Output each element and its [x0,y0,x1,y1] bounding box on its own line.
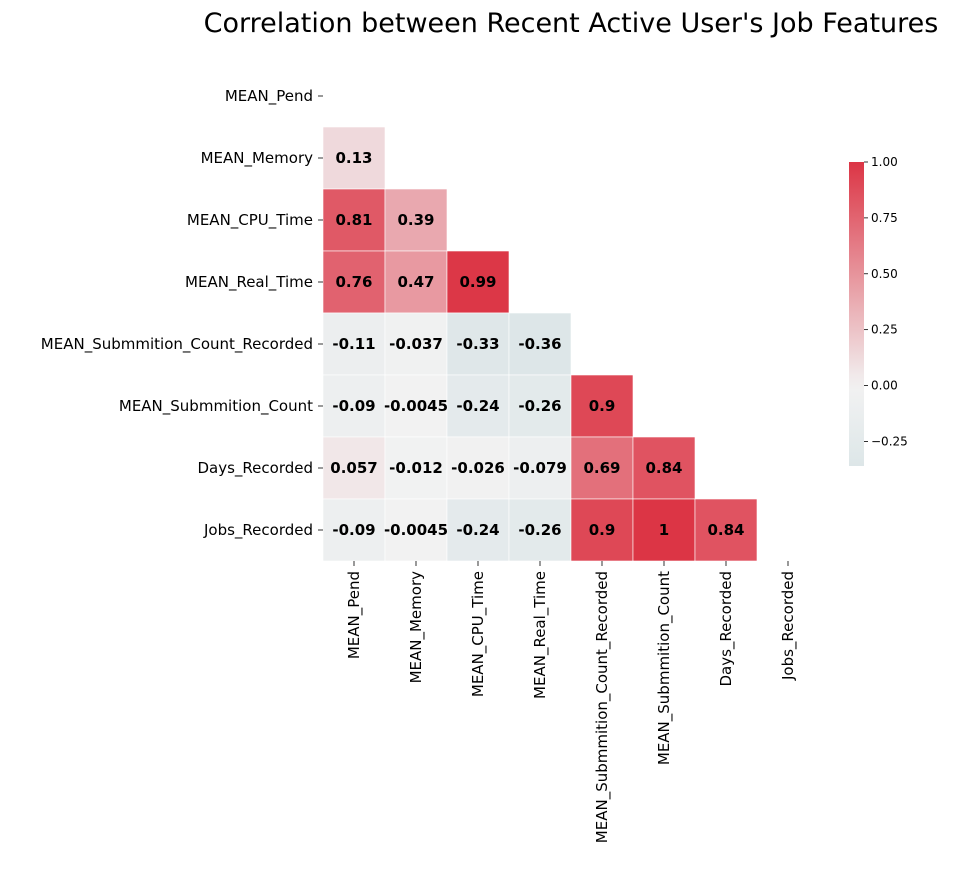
cell-annotation: -0.026 [451,459,505,477]
heatmap-cell [446,436,510,500]
heatmap-cell [508,312,572,376]
x-tick-label: MEAN_CPU_Time [469,571,488,697]
colorbar-tick-label: 0.00 [871,379,898,393]
x-tick-label: Days_Recorded [717,571,736,687]
heatmap-cell [694,498,758,562]
heatmap-cell [322,188,386,252]
heatmap-cell [384,188,448,252]
heatmap-cell [384,436,448,500]
cell-annotation: -0.36 [518,335,561,353]
heatmap-cell [508,374,572,438]
cell-annotation: -0.0045 [384,397,448,415]
heatmap-cell [384,374,448,438]
heatmap-cell [632,436,696,500]
y-tick-label: MEAN_Real_Time [185,273,313,292]
colorbar: 1.00 0.75 0.50 0.25 0.00 −0.25 [849,155,908,466]
cell-annotation: -0.26 [518,521,561,539]
cell-annotation: -0.09 [332,521,375,539]
cell-annotation: -0.012 [389,459,443,477]
cell-annotation: -0.33 [456,335,499,353]
x-tick-label: MEAN_Real_Time [531,571,550,699]
heatmap-cell [322,250,386,314]
heatmap-cell [322,498,386,562]
cell-annotation: 0.99 [459,273,496,291]
y-tick-label: MEAN_Submmition_Count_Recorded [41,335,313,354]
colorbar-tick-label: −0.25 [871,434,908,448]
cell-annotation: -0.0045 [384,521,448,539]
colorbar-gradient [849,162,864,466]
heatmap-cell [508,436,572,500]
y-axis: MEAN_Pend MEAN_Memory MEAN_CPU_Time MEAN_Re… [41,87,323,540]
cell-annotation: 0.9 [589,521,616,539]
cell-annotations: 0.13 0.81 0.39 0.76 0.47 0.99 -0.11 -0.037 -0.33… [330,149,744,539]
colorbar-tick-label: 0.50 [871,267,898,281]
heatmap-cell [508,498,572,562]
y-tick-label: MEAN_Pend [225,87,313,106]
colorbar-tick-label: 0.25 [871,323,898,337]
heatmap-cell [570,374,634,438]
heatmap-cell [446,374,510,438]
y-tick-label: MEAN_Submmition_Count [119,397,313,416]
cell-annotation: -0.079 [513,459,567,477]
heatmap-cell [322,126,386,190]
y-tick-label: Days_Recorded [197,459,313,478]
heatmap-cell [632,498,696,562]
cell-annotation: -0.11 [332,335,375,353]
cell-annotation: 0.69 [583,459,620,477]
heatmap-cell [446,250,510,314]
cell-annotation: 0.84 [645,459,682,477]
heatmap-cells [322,126,758,562]
cell-annotation: -0.24 [456,397,499,415]
colorbar-tick-label: 1.00 [871,155,898,169]
y-tick-label: MEAN_CPU_Time [187,211,313,230]
colorbar-tick-label: 0.75 [871,211,898,225]
x-tick-label: MEAN_Submmition_Count [655,571,674,765]
x-tick-label: MEAN_Submmition_Count_Recorded [593,571,612,843]
heatmap-cell [570,436,634,500]
cell-annotation: -0.24 [456,521,499,539]
heatmap-cell [384,498,448,562]
cell-annotation: -0.26 [518,397,561,415]
x-tick-label: MEAN_Memory [407,571,426,684]
cell-annotation: 1 [659,521,669,539]
cell-annotation: 0.84 [707,521,744,539]
cell-annotation: 0.057 [330,459,377,477]
heatmap-cell [384,250,448,314]
cell-annotation: 0.47 [397,273,434,291]
y-tick-label: Jobs_Recorded [203,521,313,540]
cell-annotation: -0.037 [389,335,443,353]
cell-annotation: 0.9 [589,397,616,415]
x-tick-label: Jobs_Recorded [779,571,798,681]
cell-annotation: 0.76 [335,273,372,291]
cell-annotation: 0.39 [397,211,434,229]
chart-title: Correlation between Recent Active User's… [204,8,939,39]
cell-annotation: 0.81 [335,211,372,229]
y-tick-label: MEAN_Memory [201,149,314,168]
x-axis: MEAN_Pend MEAN_Memory MEAN_CPU_Time MEAN_Re… [345,561,798,843]
x-tick-label: MEAN_Pend [345,571,364,659]
heatmap-cell [384,312,448,376]
cell-annotation: -0.09 [332,397,375,415]
cell-annotation: 0.13 [335,149,372,167]
